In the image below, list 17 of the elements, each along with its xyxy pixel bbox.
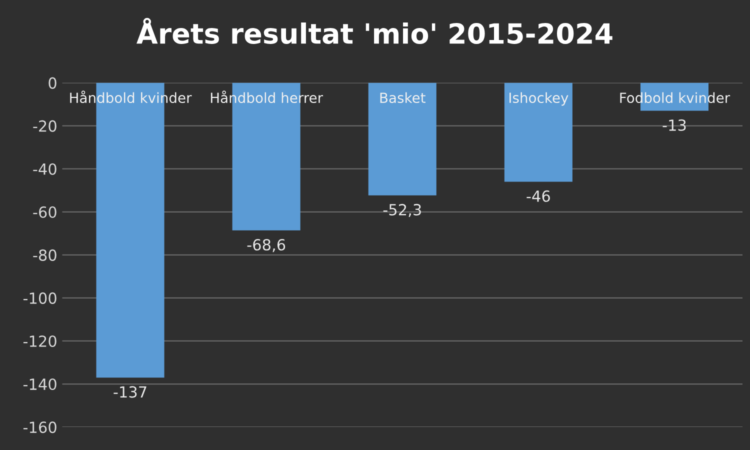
data-label: -46	[526, 190, 550, 202]
data-label: -137	[114, 386, 146, 398]
y-tick-label: -160	[23, 422, 56, 434]
y-tick-label: -80	[33, 249, 56, 261]
y-tick-label: -40	[33, 163, 56, 175]
y-tick-label: -100	[23, 292, 56, 304]
y-tick-label: -140	[23, 378, 56, 390]
x-tick-label: Ishockey	[510, 92, 568, 106]
y-tick-label: -20	[33, 120, 56, 132]
x-tick-label: Basket	[380, 92, 426, 104]
data-label: -52,3	[383, 204, 421, 218]
y-tick-label: -60	[33, 206, 56, 218]
data-label: -68,6	[247, 239, 286, 252]
y-tick-label: 0	[48, 77, 56, 89]
y-tick-label: -120	[23, 335, 56, 348]
chart-title: Årets resultat 'mio' 2015-2024	[136, 18, 612, 44]
data-label: -13	[662, 119, 686, 131]
